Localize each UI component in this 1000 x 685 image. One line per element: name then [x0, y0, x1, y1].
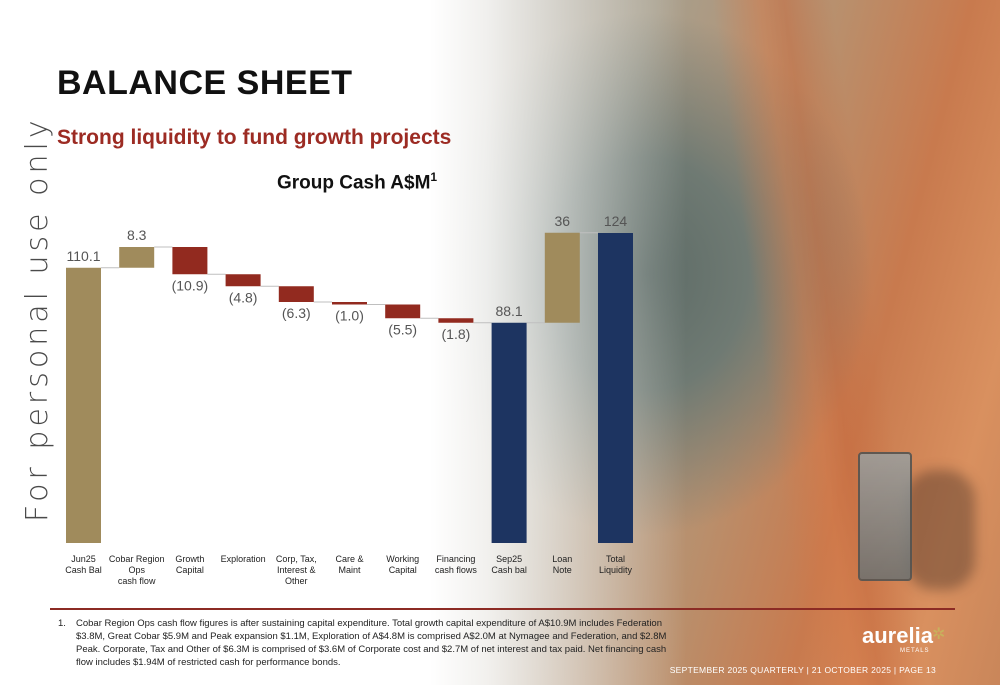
footnote-text: Cobar Region Ops cash flow figures is af…	[76, 618, 667, 668]
category-label: Financing cash flows	[435, 554, 478, 575]
bar-cobar-region-ops-cash-flow	[119, 247, 155, 268]
page-footer: SEPTEMBER 2025 QUARTERLY | 21 OCTOBER 20…	[669, 665, 936, 675]
footnote-number: 1.	[58, 618, 66, 629]
bar-working-capital	[385, 304, 421, 319]
category-label: Loan Note	[552, 554, 572, 575]
category-label: Working Capital	[386, 554, 419, 575]
bar-growth-capital	[172, 247, 208, 275]
data-label: 110.1	[67, 248, 101, 264]
category-label: Sep25 Cash bal	[491, 554, 527, 575]
data-label: (1.0)	[335, 308, 364, 324]
chart-title-text: Group Cash A$M	[277, 172, 431, 194]
truck-shadow	[905, 470, 975, 590]
bar-total-liquidity	[598, 233, 633, 543]
page-title: BALANCE SHEET	[57, 64, 353, 102]
data-label: (1.8)	[442, 326, 471, 342]
data-label: 8.3	[127, 227, 147, 243]
page-subtitle: Strong liquidity to fund growth projects	[57, 126, 452, 149]
data-label: 88.1	[495, 303, 522, 319]
data-label: 36	[555, 213, 571, 229]
category-label: Care & Maint	[335, 554, 363, 575]
chart-title-footnote-ref: 1	[430, 170, 438, 184]
footnote: 1. Cobar Region Ops cash flow figures is…	[58, 617, 668, 669]
bar-care-maint	[332, 302, 367, 305]
category-label: Jun25 Cash Bal	[65, 554, 102, 575]
haul-truck-image	[858, 452, 912, 581]
category-label: Corp, Tax, Interest & Other	[276, 554, 317, 586]
bar-sep25-cash-bal	[491, 322, 527, 543]
data-label: (5.5)	[388, 321, 417, 337]
category-label: Cobar Region Ops cash flow	[109, 554, 165, 586]
data-label: (4.8)	[229, 289, 258, 305]
bar-corp-tax-interest-other	[278, 286, 314, 302]
data-label: (10.9)	[172, 277, 209, 293]
bar-jun25-cash-bal	[66, 267, 101, 543]
bar-loan-note	[544, 232, 580, 323]
bar-financing-cash-flows	[438, 318, 474, 323]
footnote-divider	[50, 608, 955, 610]
data-label: (6.3)	[282, 305, 311, 321]
aurelia-logo: aurelia	[862, 623, 933, 648]
category-label: Growth Capital	[175, 554, 204, 575]
data-label: 124	[604, 213, 628, 229]
category-label: Exploration	[221, 554, 266, 564]
logo-dots-icon: ✲	[932, 626, 946, 643]
aurelia-logo-sub: METALS	[900, 648, 930, 654]
category-label: Total Liquidity	[599, 554, 633, 575]
chart-title: Group Cash A$M1	[277, 170, 437, 194]
bar-exploration	[225, 274, 261, 287]
